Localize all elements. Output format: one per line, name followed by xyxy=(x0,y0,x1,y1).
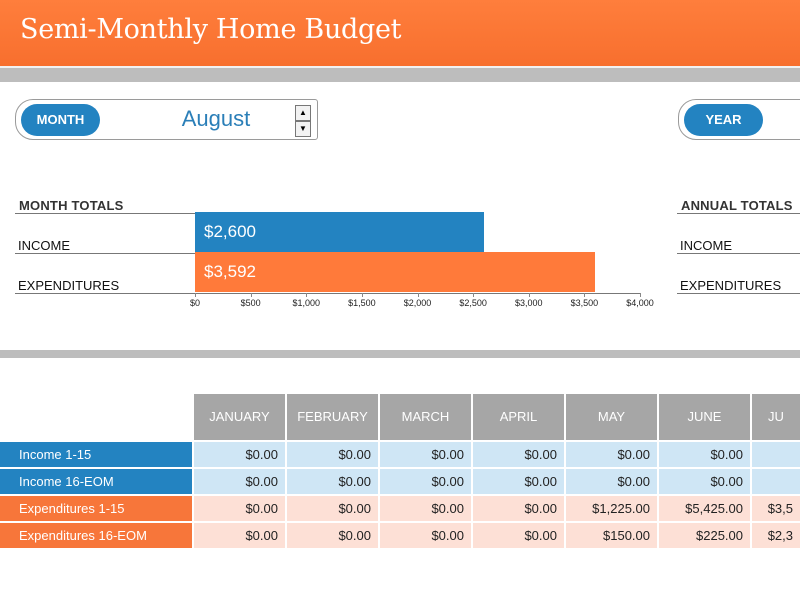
table-cell[interactable]: $0.00 xyxy=(194,469,285,494)
table-cell[interactable]: $0.00 xyxy=(380,442,471,467)
column-header-may: MAY xyxy=(566,394,657,440)
month-spin-up-icon[interactable]: ▲ xyxy=(295,105,311,121)
table-cell[interactable]: $0.00 xyxy=(473,469,564,494)
month-totals-rule xyxy=(15,213,196,214)
table-cell[interactable]: $0.00 xyxy=(287,442,378,467)
table-cell[interactable]: $0.00 xyxy=(380,523,471,548)
table-cell[interactable]: $225.00 xyxy=(659,523,750,548)
annual-expenditures-rule xyxy=(677,293,800,294)
column-header-january: JANUARY xyxy=(194,394,285,440)
table-cell[interactable]: $0.00 xyxy=(194,442,285,467)
annual-income-label: INCOME xyxy=(680,238,732,253)
table-cell[interactable]: $0.00 xyxy=(287,469,378,494)
annual-income-rule xyxy=(677,253,800,254)
table-cell[interactable]: $0.00 xyxy=(566,442,657,467)
table-cell[interactable]: $3,5 xyxy=(752,496,800,521)
table-cell[interactable]: $2,3 xyxy=(752,523,800,548)
page-title: Semi-Monthly Home Budget xyxy=(20,14,402,45)
column-header-march: MARCH xyxy=(380,394,471,440)
table-cell[interactable]: $1,225.00 xyxy=(566,496,657,521)
table-cell[interactable]: $0.00 xyxy=(287,496,378,521)
month-label-pill: MONTH xyxy=(21,104,100,136)
row-label: Income 1-15 xyxy=(0,442,192,467)
month-income-rule xyxy=(15,253,196,254)
row-label: Expenditures 16-EOM xyxy=(0,523,192,548)
table-cell[interactable]: $0.00 xyxy=(473,523,564,548)
table-cell[interactable]: $0.00 xyxy=(380,496,471,521)
table-cell[interactable]: $150.00 xyxy=(566,523,657,548)
table-cell[interactable]: $0.00 xyxy=(659,469,750,494)
table-cell[interactable]: $5,425.00 xyxy=(659,496,750,521)
month-income-label: INCOME xyxy=(18,238,70,253)
column-header-april: APRIL xyxy=(473,394,564,440)
annual-expenditures-label: EXPENDITURES xyxy=(680,278,782,293)
table-cell[interactable] xyxy=(752,469,800,494)
month-value[interactable]: August xyxy=(181,106,251,131)
title-banner: Semi-Monthly Home Budget xyxy=(0,0,800,68)
table-cell[interactable]: $0.00 xyxy=(473,496,564,521)
year-label-pill: YEAR xyxy=(684,104,763,136)
column-header-ju: JU xyxy=(752,394,800,440)
table-cell[interactable] xyxy=(752,442,800,467)
month-totals-title: MONTH TOTALS xyxy=(19,198,124,213)
annual-totals-rule xyxy=(677,213,800,214)
column-header-february: FEBRUARY xyxy=(287,394,378,440)
table-cell[interactable]: $0.00 xyxy=(380,469,471,494)
month-expenditures-label: EXPENDITURES xyxy=(18,278,120,293)
row-label: Expenditures 1-15 xyxy=(0,496,192,521)
annual-totals-title: ANNUAL TOTALS xyxy=(681,198,793,213)
table-cell[interactable]: $0.00 xyxy=(659,442,750,467)
table-cell[interactable]: $0.00 xyxy=(566,469,657,494)
column-header-june: JUNE xyxy=(659,394,750,440)
row-label: Income 16-EOM xyxy=(0,469,192,494)
year-selector[interactable]: YEAR xyxy=(678,99,800,140)
middle-divider xyxy=(0,350,800,358)
table-cell[interactable]: $0.00 xyxy=(473,442,564,467)
top-divider xyxy=(0,68,800,82)
chart-axis-line xyxy=(15,293,641,294)
table-cell[interactable]: $0.00 xyxy=(287,523,378,548)
month-spin-down-icon[interactable]: ▼ xyxy=(295,121,311,137)
table-cell[interactable]: $0.00 xyxy=(194,496,285,521)
month-selector[interactable]: MONTH August ▲ ▼ xyxy=(15,99,318,140)
table-cell[interactable]: $0.00 xyxy=(194,523,285,548)
